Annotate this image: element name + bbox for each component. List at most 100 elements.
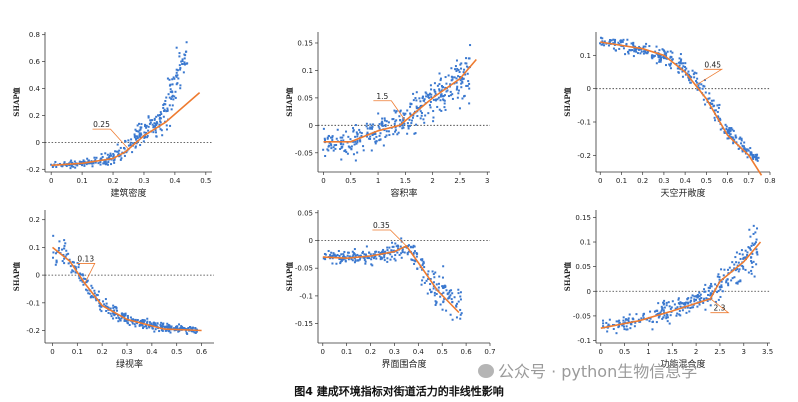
data-point [420,114,423,117]
data-point [687,70,690,73]
data-point [74,266,77,269]
data-point [419,258,422,261]
data-point [670,306,673,309]
data-point [752,243,755,246]
data-point [432,281,435,284]
data-point [432,273,435,276]
data-point [612,47,615,50]
data-point [613,41,616,44]
data-point [168,78,171,81]
data-point [626,50,629,53]
data-point [68,258,71,261]
data-point [739,136,742,139]
data-point [331,135,334,138]
data-point [635,313,638,316]
data-point [175,74,178,77]
data-point [415,99,418,102]
data-point [375,140,378,143]
data-point [711,290,714,293]
data-point [381,117,384,120]
data-point [415,255,418,258]
data-point [751,155,754,158]
data-point [386,249,389,252]
data-point [160,113,163,116]
x-tick-label: 0.4 [680,177,692,185]
data-point [154,322,157,325]
data-point [450,67,453,70]
data-point [60,164,63,167]
data-point [350,147,353,150]
data-point [599,36,602,39]
data-point [164,99,167,102]
data-point [117,316,120,319]
data-point [175,71,178,74]
data-point [718,118,721,121]
data-point [129,144,132,147]
data-point [178,329,181,332]
data-point [665,317,668,320]
data-point [406,251,409,254]
data-point [143,136,146,139]
data-point [69,167,72,170]
data-point [718,117,721,120]
data-point [463,68,466,71]
data-point [722,274,725,277]
data-point [80,273,83,276]
data-point [51,165,54,168]
data-point [413,245,416,248]
data-point [395,119,398,122]
y-tick-label: 0.1 [580,239,591,247]
data-point [332,252,335,255]
data-point [394,111,397,114]
data-point [340,158,343,161]
data-point [160,324,163,327]
data-point [657,55,660,58]
data-point [633,325,636,328]
data-point [714,119,717,122]
data-point [606,326,609,329]
data-point [339,143,342,146]
data-point [626,328,629,331]
data-point [688,79,691,82]
data-point [369,127,372,130]
data-point [653,54,656,57]
y-tick-label: 0.8 [29,31,40,39]
data-point [151,327,154,330]
data-point [167,325,170,328]
data-point [351,250,354,253]
data-point [175,68,178,71]
data-point [457,69,460,72]
data-point [174,96,177,99]
data-point [747,149,750,152]
x-tick-label: 0.4 [169,177,181,185]
data-point [140,123,143,126]
data-point [383,251,386,254]
chart-panel-5: 0 0.1 0.2 0.3 0.4 0.5 0.6 0.7 -0.15 -0.1 -0.05 0 0.0… [285,209,496,370]
data-point [467,66,470,69]
data-point [718,286,721,289]
data-point [735,282,738,285]
data-point [686,306,689,309]
threshold-marker [372,229,407,247]
data-point [354,259,357,262]
data-point [640,50,643,53]
data-point [707,293,710,296]
data-point [411,116,414,119]
data-point [431,270,434,273]
data-point [117,155,120,158]
data-point [705,297,708,300]
data-point [734,136,737,139]
data-point [450,298,453,301]
data-point [425,95,428,98]
data-point [104,163,107,166]
data-point [461,81,464,84]
data-point [696,77,699,80]
data-point [145,131,148,134]
data-point [389,253,392,256]
data-point [455,304,458,307]
trend-line [323,58,477,143]
x-tick-label: 0.5 [437,348,448,356]
data-point [414,97,417,100]
data-point [327,149,330,152]
data-point [185,62,188,65]
